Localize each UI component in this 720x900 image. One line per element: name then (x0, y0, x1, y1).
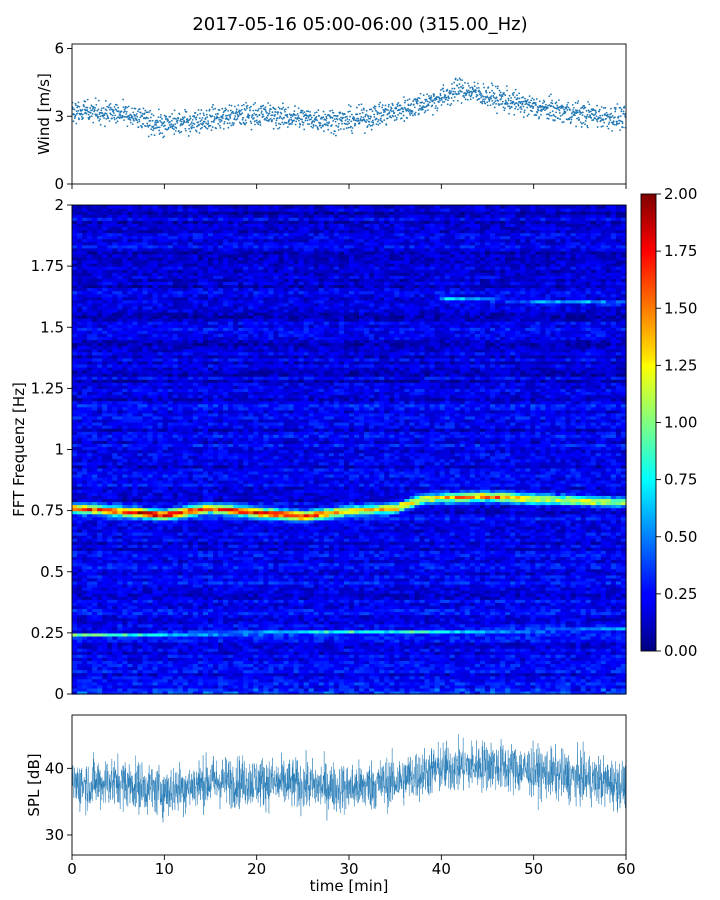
heatmap-cell (87, 205, 93, 209)
heatmap-cell (148, 205, 154, 209)
heatmap-cell (143, 205, 149, 209)
heatmap-cell (122, 205, 128, 209)
heatmap-cell (208, 205, 214, 209)
heatmap-cell (223, 205, 229, 209)
heatmap-cell (72, 205, 78, 209)
heatmap-cell (77, 205, 83, 209)
heatmap-cell (137, 205, 143, 209)
heatmap-cell (183, 205, 189, 209)
heatmap-cell (153, 205, 159, 209)
heatmap-cell (102, 205, 108, 209)
heatmap-cell (127, 205, 133, 209)
heatmap-cell (107, 205, 113, 209)
heatmap-cell (213, 205, 219, 209)
heatmap-cell (158, 205, 164, 209)
heatmap-cell (188, 205, 194, 209)
heatmap-cell (132, 205, 138, 209)
heatmap-cell (92, 205, 98, 209)
heatmap-cell (117, 205, 123, 209)
heatmap-cell (178, 205, 184, 209)
heatmap-cell (112, 205, 118, 209)
heatmap-cell (82, 205, 88, 209)
heatmap-cell (168, 205, 174, 209)
heatmap-cell (198, 205, 204, 209)
heatmap-cell (218, 205, 224, 209)
heatmap-cell (173, 205, 179, 209)
heatmap-cell (193, 205, 199, 209)
heatmap-cell (97, 205, 103, 209)
heatmap-cell (163, 205, 169, 209)
heatmap-cell (203, 205, 209, 209)
